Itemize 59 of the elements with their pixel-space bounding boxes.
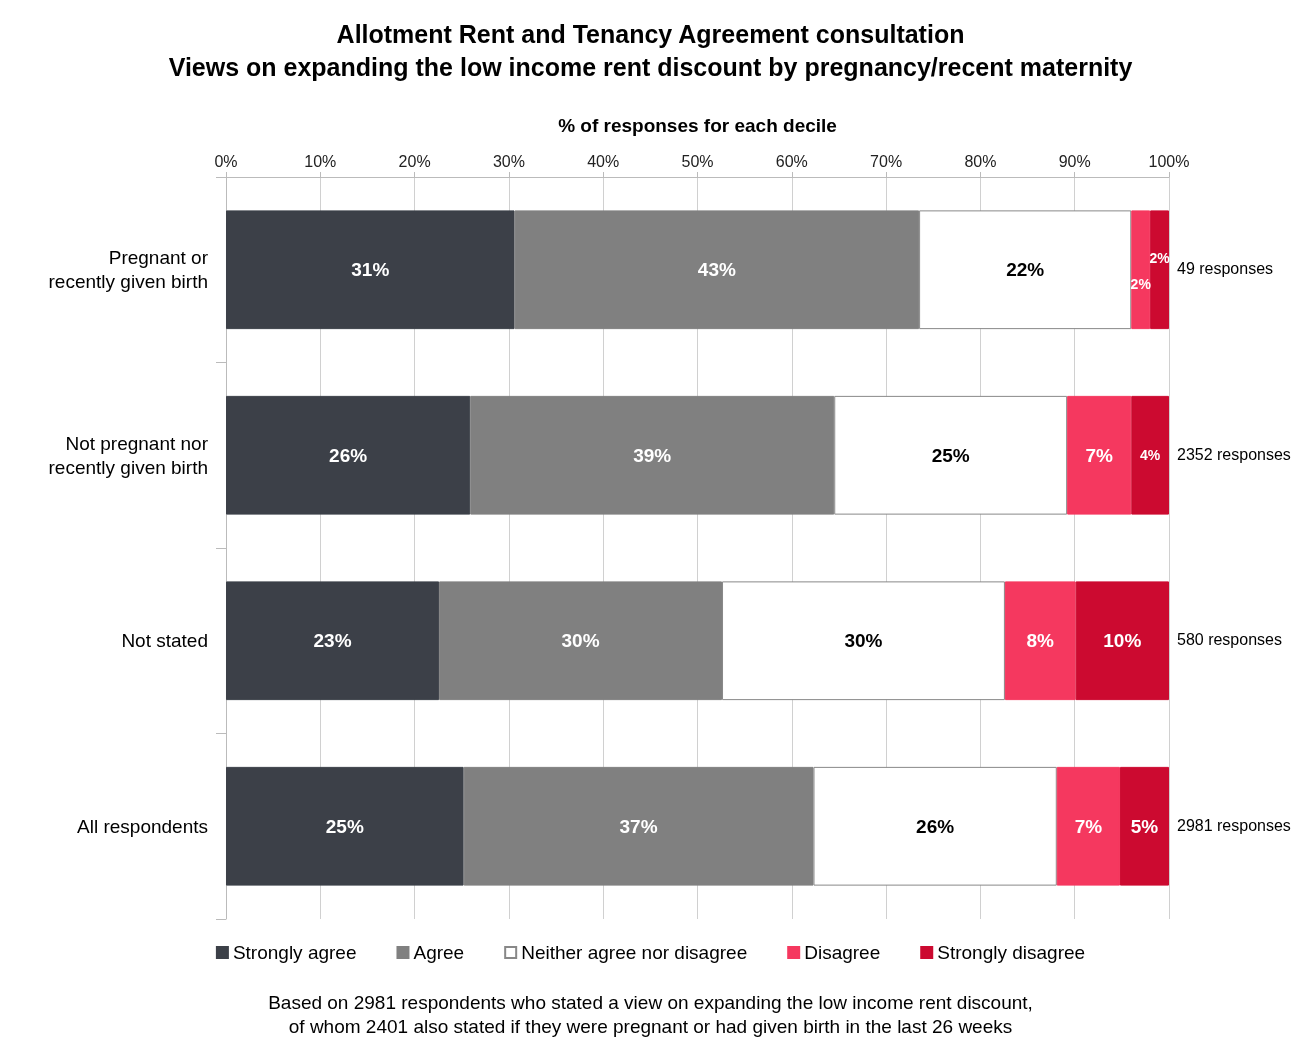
bar (226, 395, 471, 515)
y-tick-label: Pregnant or recently given birth (48, 247, 209, 293)
x-tick-label: 100% (1148, 152, 1190, 170)
legend-label: Disagree (804, 942, 881, 963)
bar (226, 581, 440, 701)
data-label: 31% (351, 259, 390, 281)
bar (1131, 395, 1169, 515)
bar (1004, 581, 1076, 701)
legend-label: Neither agree nor disagree (521, 942, 748, 963)
data-label: 10% (1103, 630, 1142, 652)
x-tick-label: 0% (214, 152, 238, 170)
x-axis-title: % of responses for each decile (558, 115, 837, 136)
bar (1067, 395, 1132, 515)
data-label: 26% (329, 444, 368, 466)
y-tick-label: Not pregnant nor recently given birth (48, 432, 209, 478)
x-tick-label: 50% (681, 152, 714, 170)
legend-label: Agree (413, 942, 465, 963)
chart-title: Allotment Rent and Tenancy Agreement consultation (336, 19, 965, 48)
bar (226, 210, 515, 330)
data-label: 7% (1074, 815, 1103, 837)
data-label: 43% (697, 259, 736, 281)
x-tick-label: 80% (964, 152, 997, 170)
bar (1056, 766, 1120, 886)
data-label: 30% (561, 630, 600, 652)
chart-subtitle: Views on expanding the low income rent discount by pregnancy/recent maternity (168, 52, 1133, 81)
bar (1075, 581, 1169, 701)
y-tick-label: Not stated (121, 630, 208, 652)
data-label: 30% (844, 630, 883, 652)
data-label: 5% (1130, 815, 1159, 837)
x-tick-label: 30% (492, 152, 525, 170)
data-label: 37% (619, 815, 658, 837)
y-tick-label: All respondents (77, 815, 208, 837)
x-tick-label: 90% (1058, 152, 1091, 170)
data-label: 25% (931, 444, 970, 466)
text: 580 responses (1177, 631, 1282, 649)
data-label: 25% (325, 815, 364, 837)
data-label: 7% (1085, 444, 1114, 466)
data-label: 22% (1006, 259, 1045, 281)
text: 2981 responses (1177, 816, 1291, 834)
data-label: 26% (916, 815, 955, 837)
text: 2352 responses (1177, 445, 1291, 463)
bar (1119, 766, 1169, 886)
x-tick-label: 40% (587, 152, 620, 170)
data-label: 8% (1026, 630, 1055, 652)
legend-label: Strongly agree (232, 942, 357, 963)
data-label: 23% (313, 630, 352, 652)
text: Based on 2981 respondents who stated a view on expanding the low income rent discount, of whom 2401 also stated if they were pregnant or had given birth in the last 26 weeks (268, 991, 1033, 1037)
data-label: 39% (633, 444, 672, 466)
x-tick-label: 20% (398, 152, 431, 170)
x-tick-label: 60% (775, 152, 808, 170)
legend-label: Strongly disagree (937, 942, 1086, 963)
x-tick-label: 70% (870, 152, 903, 170)
data-label: 4% (1140, 447, 1161, 464)
x-tick-label: 10% (304, 152, 337, 170)
text: 49 responses (1177, 260, 1274, 278)
bar (226, 766, 464, 886)
data-label: 2% (1130, 275, 1152, 292)
bar (1150, 210, 1169, 330)
bar (1131, 210, 1151, 330)
